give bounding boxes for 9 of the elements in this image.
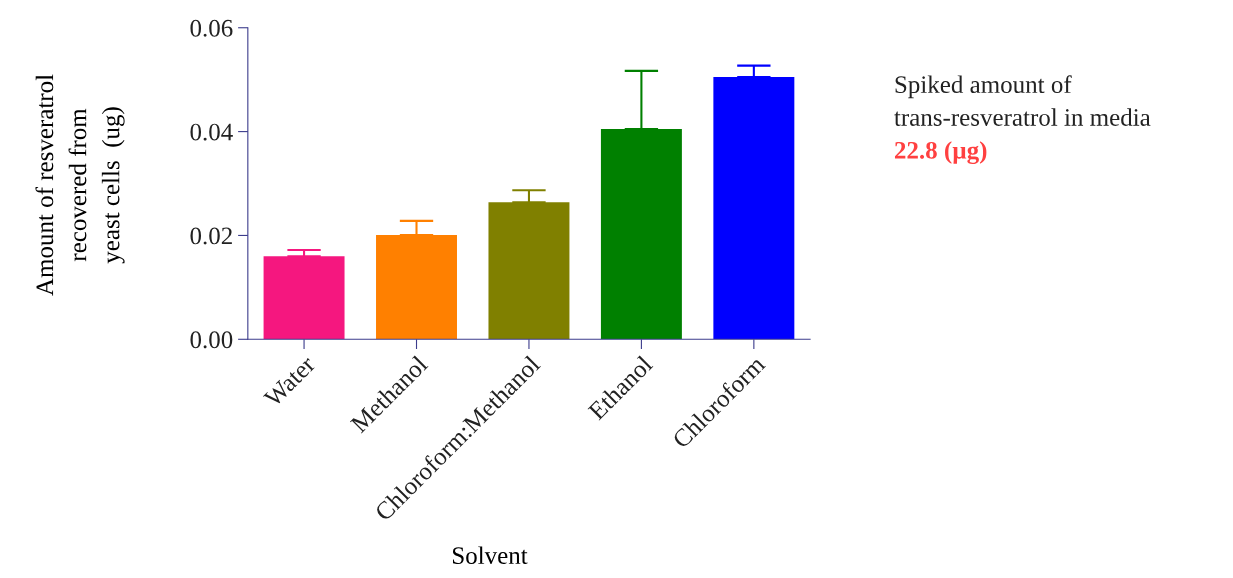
text: trans-resveratrol in media: [894, 108, 1151, 126]
y-tick-label: 0.00: [190, 331, 233, 349]
y-tick-label: 0.06: [190, 19, 233, 37]
y-axis-title: Amount of resveratrol recovered from yeast cells (ug): [35, 74, 125, 296]
text: 22.8 (µg): [894, 141, 987, 165]
text: Spiked amount of: [895, 75, 1072, 99]
y-tick-label: 0.02: [190, 227, 232, 245]
x-axis-title: Solvent: [452, 546, 528, 565]
y-tick-label: 0.04: [190, 123, 233, 141]
